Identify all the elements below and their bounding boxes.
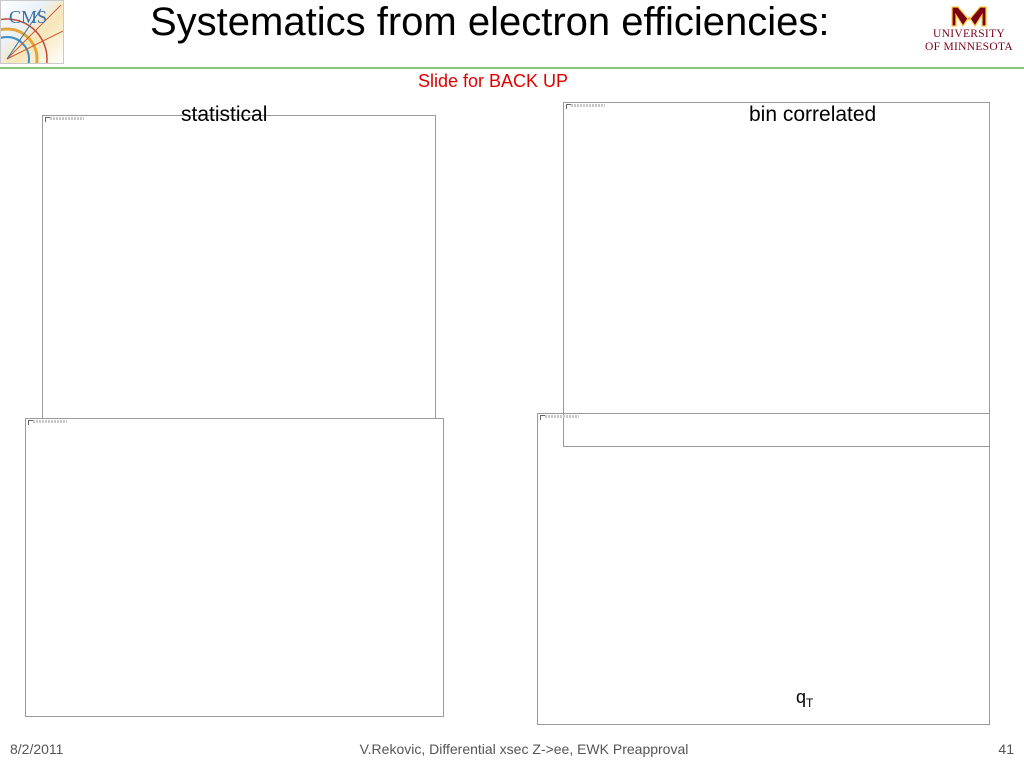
plot-statistical-top [42,115,436,427]
plot-bin-correlated-bottom [537,413,990,725]
cms-logo-graphic [1,4,63,63]
university-line-1: UNIVERSITY [933,28,1005,40]
cms-logo-text: CMS [9,7,48,27]
university-line-2: OF MINNESOTA [925,41,1013,53]
plot-caption-text [571,104,605,107]
label-statistical: statistical [181,103,268,126]
university-logo: UNIVERSITY OF MINNESOTA [914,6,1024,68]
footer-presentation-info: V.Rekovic, Differential xsec Z->ee, EWK … [359,741,689,757]
plot-corner-mark [45,117,50,122]
university-m-icon [951,6,987,28]
plot-statistical-bottom [25,418,444,717]
footer-date: 8/2/2011 [10,741,64,757]
backup-note: Slide for BACK UP [417,71,569,91]
plot-corner-mark [540,415,545,420]
plot-caption-text [50,117,84,120]
plot-bin-correlated-top [563,102,990,447]
footer-page-number: 41 [998,741,1014,757]
axis-label-q: q [796,687,807,707]
plot-caption-text [545,415,579,418]
axis-label-subscript: T [806,696,814,710]
plot-caption-text [33,420,67,423]
plot-corner-mark [28,420,33,425]
slide-title: Systematics from electron efficiencies: [150,0,830,44]
cms-logo: CMS [0,0,64,64]
title-divider [0,67,1024,69]
label-bin-correlated: bin correlated [749,103,877,126]
plot-corner-mark [566,104,571,109]
axis-label-qt: qT [796,686,813,714]
